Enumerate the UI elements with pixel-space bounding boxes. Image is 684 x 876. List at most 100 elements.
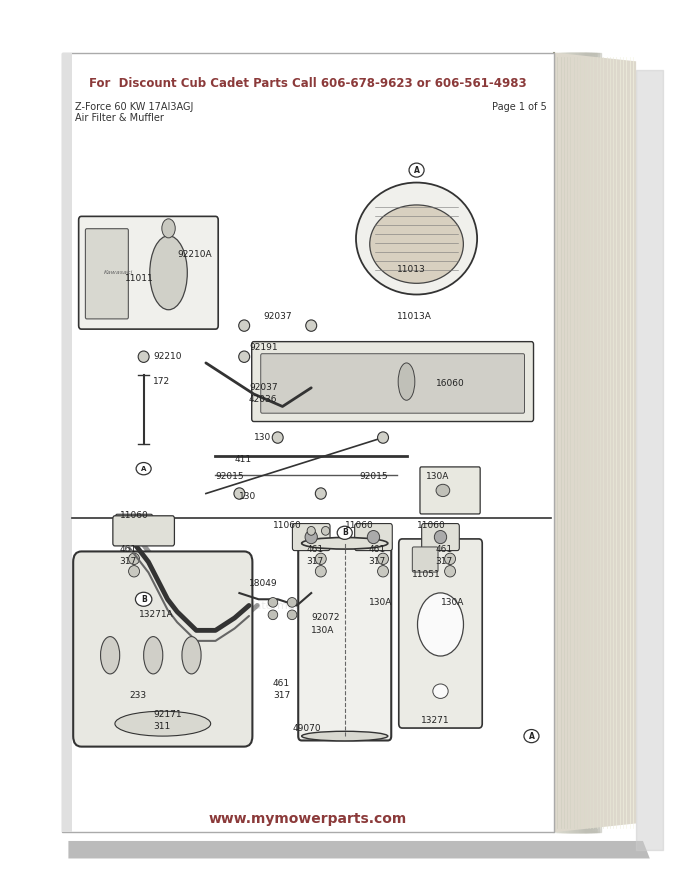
FancyBboxPatch shape: [421, 524, 460, 551]
FancyBboxPatch shape: [399, 539, 482, 728]
Ellipse shape: [398, 363, 415, 400]
Text: (W) Watermark: (W) Watermark: [221, 600, 306, 611]
Text: 130A: 130A: [369, 598, 392, 607]
Ellipse shape: [321, 526, 330, 535]
Text: 49070: 49070: [292, 724, 321, 733]
Text: 92210A: 92210A: [177, 250, 212, 258]
Ellipse shape: [136, 463, 151, 475]
Ellipse shape: [101, 637, 120, 674]
Text: 130A: 130A: [311, 625, 334, 635]
FancyBboxPatch shape: [73, 552, 252, 746]
Ellipse shape: [268, 597, 278, 607]
Text: 92210: 92210: [153, 352, 182, 361]
Ellipse shape: [144, 637, 163, 674]
Text: 11013: 11013: [397, 265, 426, 274]
FancyBboxPatch shape: [298, 539, 391, 740]
Ellipse shape: [433, 684, 448, 698]
Text: 92037: 92037: [263, 312, 292, 321]
Ellipse shape: [239, 320, 250, 331]
Text: 317: 317: [436, 557, 453, 567]
Text: 461: 461: [273, 679, 290, 688]
Text: 130: 130: [254, 433, 271, 442]
Ellipse shape: [307, 526, 315, 535]
Text: 11011: 11011: [124, 274, 153, 284]
Text: 233: 233: [129, 691, 146, 700]
Ellipse shape: [378, 432, 389, 443]
Ellipse shape: [445, 566, 456, 577]
Text: B: B: [342, 528, 347, 537]
Ellipse shape: [370, 205, 463, 283]
Text: A: A: [414, 166, 419, 174]
Ellipse shape: [268, 610, 278, 619]
Ellipse shape: [524, 730, 539, 743]
Ellipse shape: [434, 531, 447, 544]
Text: www.mymowerparts.com: www.mymowerparts.com: [209, 812, 407, 826]
Ellipse shape: [287, 597, 297, 607]
Ellipse shape: [135, 592, 152, 606]
Text: 42036: 42036: [249, 394, 278, 404]
Ellipse shape: [367, 531, 380, 544]
Text: Air Filter & Muffler: Air Filter & Muffler: [75, 113, 164, 124]
FancyBboxPatch shape: [62, 53, 554, 832]
Text: 317: 317: [273, 691, 290, 700]
Text: 92072: 92072: [311, 613, 340, 623]
Ellipse shape: [315, 566, 326, 577]
Text: 11060: 11060: [417, 521, 445, 530]
Text: 317: 317: [369, 557, 386, 567]
Ellipse shape: [287, 610, 297, 619]
Text: For  Discount Cub Cadet Parts Call 606-678-9623 or 606-561-4983: For Discount Cub Cadet Parts Call 606-67…: [89, 77, 527, 89]
FancyBboxPatch shape: [79, 216, 218, 329]
Ellipse shape: [445, 553, 456, 564]
Text: Page 1 of 5: Page 1 of 5: [492, 102, 547, 112]
FancyBboxPatch shape: [420, 467, 480, 514]
Text: 11013A: 11013A: [397, 312, 432, 321]
Ellipse shape: [378, 566, 389, 577]
Text: 311: 311: [153, 723, 170, 731]
Text: 461: 461: [436, 545, 453, 554]
Ellipse shape: [272, 432, 283, 443]
FancyBboxPatch shape: [115, 514, 153, 541]
Text: 11060: 11060: [345, 521, 373, 530]
Ellipse shape: [150, 236, 187, 310]
Ellipse shape: [436, 484, 450, 497]
Ellipse shape: [356, 182, 477, 294]
Text: Kawasaki: Kawasaki: [104, 270, 133, 275]
Text: 130A: 130A: [426, 472, 449, 481]
Text: 92015: 92015: [215, 472, 244, 481]
Text: 317: 317: [306, 557, 324, 567]
Ellipse shape: [234, 488, 245, 499]
Ellipse shape: [162, 219, 175, 238]
Text: 172: 172: [153, 377, 170, 386]
Ellipse shape: [378, 553, 389, 564]
Text: A: A: [141, 466, 146, 471]
Text: 92191: 92191: [249, 343, 278, 352]
Text: 130A: 130A: [440, 598, 464, 607]
FancyBboxPatch shape: [412, 547, 438, 572]
FancyBboxPatch shape: [113, 516, 174, 546]
Ellipse shape: [305, 531, 317, 544]
Ellipse shape: [138, 351, 149, 363]
Ellipse shape: [315, 553, 326, 564]
FancyBboxPatch shape: [62, 53, 72, 832]
Text: 461: 461: [306, 545, 324, 554]
Text: 11060: 11060: [273, 521, 302, 530]
Ellipse shape: [182, 637, 201, 674]
Text: 130: 130: [239, 492, 256, 501]
Ellipse shape: [315, 488, 326, 499]
Polygon shape: [554, 53, 636, 832]
Ellipse shape: [417, 593, 464, 656]
Text: B: B: [141, 595, 146, 604]
Text: 92037: 92037: [249, 384, 278, 392]
Text: 11060: 11060: [120, 511, 148, 519]
Ellipse shape: [129, 553, 140, 564]
FancyBboxPatch shape: [252, 342, 534, 421]
FancyBboxPatch shape: [86, 229, 129, 319]
Polygon shape: [68, 841, 650, 858]
Ellipse shape: [302, 538, 388, 549]
FancyBboxPatch shape: [292, 524, 330, 551]
FancyBboxPatch shape: [355, 524, 393, 551]
Text: 13271: 13271: [421, 716, 450, 725]
Ellipse shape: [409, 163, 424, 177]
Ellipse shape: [128, 521, 140, 534]
Ellipse shape: [302, 731, 388, 741]
